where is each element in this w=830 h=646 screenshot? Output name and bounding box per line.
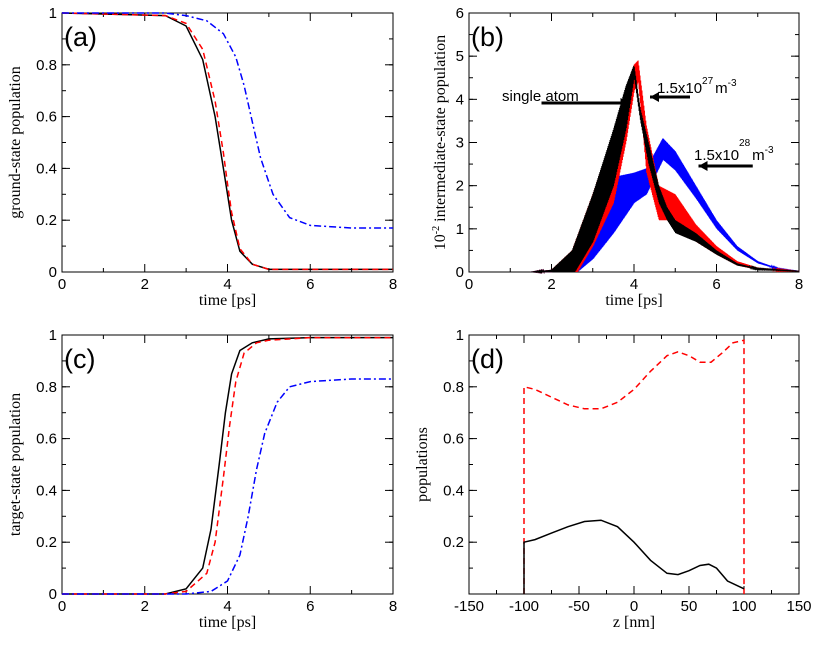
ann-27-unit-exp: -3 bbox=[728, 78, 737, 89]
annotation-density-27: 1.5x1027 m-3 bbox=[657, 76, 737, 97]
x-tick-label: -50 bbox=[568, 598, 590, 615]
y-tick-label: 0 bbox=[49, 264, 57, 281]
panel-a: 0 2 4 6 8 0 0.2 0.4 0.6 0.8 1 time [ps] ground-state… bbox=[7, 5, 397, 309]
arrow-head bbox=[620, 98, 630, 108]
x-axis-label: time [ps] bbox=[199, 614, 256, 631]
x-tick-label: 4 bbox=[223, 598, 231, 615]
x-tick-label: 4 bbox=[630, 276, 638, 293]
ann-28-base: 1.5x10 bbox=[694, 147, 739, 164]
series-line bbox=[523, 339, 745, 594]
y-tick-label: 0.8 bbox=[443, 379, 464, 396]
arrow-head bbox=[698, 161, 708, 171]
series-line bbox=[62, 378, 393, 595]
panel-b: 0 2 4 6 8 0 1 2 3 4 5 6 time [ps] 10-2 intermediate-s… bbox=[431, 5, 803, 309]
y-tick-label: 1 bbox=[49, 5, 57, 22]
y-tick-label: 0.2 bbox=[443, 534, 464, 551]
x-axis-label: z [nm] bbox=[613, 614, 655, 631]
x-axis-label: time [ps] bbox=[605, 292, 662, 309]
ann-27-unit: m bbox=[715, 80, 728, 97]
y-tick-label: 0.2 bbox=[36, 212, 57, 229]
series-line bbox=[61, 12, 393, 271]
panel-label: (d) bbox=[471, 344, 504, 374]
series-line bbox=[62, 12, 393, 229]
y-label-base: 10 bbox=[432, 234, 449, 250]
arrow-head bbox=[650, 92, 659, 102]
y-tick-label: 3 bbox=[456, 135, 464, 152]
x-tick-label: 8 bbox=[795, 276, 803, 293]
y-tick-label: 0.6 bbox=[36, 431, 57, 448]
y-axis-label: populations bbox=[414, 427, 431, 502]
y-tick-label: 0.4 bbox=[36, 482, 57, 499]
annotation-single-atom: single atom bbox=[502, 88, 579, 105]
x-tick-label: 0 bbox=[58, 598, 66, 615]
x-tick-label: 100 bbox=[731, 598, 756, 615]
y-tick-label: 0.6 bbox=[36, 109, 57, 126]
x-tick-label: 0 bbox=[630, 598, 638, 615]
x-tick-label: 0 bbox=[465, 276, 473, 293]
x-tick-label: 2 bbox=[141, 598, 149, 615]
ann-27-exp: 27 bbox=[702, 76, 714, 87]
y-axis-label: ground-state population bbox=[7, 66, 24, 218]
x-tick-label: 4 bbox=[223, 276, 231, 293]
y-axis-label: target-state population bbox=[7, 393, 24, 536]
series-line bbox=[62, 336, 393, 595]
series-line bbox=[61, 12, 393, 271]
x-tick-label: 6 bbox=[306, 276, 314, 293]
y-tick-label: 0.4 bbox=[36, 160, 57, 177]
y-tick-label: 0.4 bbox=[443, 482, 464, 499]
y-tick-label: 0 bbox=[456, 264, 464, 281]
y-label-exp: -2 bbox=[431, 226, 442, 234]
y-tick-label: 1 bbox=[49, 327, 57, 344]
panel-label: (a) bbox=[64, 22, 97, 52]
x-tick-label: 8 bbox=[389, 598, 397, 615]
x-tick-label: 50 bbox=[681, 598, 698, 615]
series-band bbox=[530, 65, 800, 274]
panel-c: 0 2 4 6 8 0 0.2 0.4 0.6 0.8 1 time [ps] target-state… bbox=[7, 327, 397, 631]
annotation-density-28: 1.5x1028m-3 bbox=[694, 138, 774, 164]
ann-28-unit: m bbox=[752, 147, 765, 164]
series-line bbox=[62, 336, 393, 595]
y-tick-label: 6 bbox=[456, 5, 464, 22]
panel-label: (b) bbox=[471, 22, 504, 52]
x-tick-label: 0 bbox=[58, 276, 66, 293]
x-tick-label: -100 bbox=[509, 598, 539, 615]
x-axis-label: time [ps] bbox=[199, 292, 256, 309]
y-label-rest: intermediate-state population bbox=[432, 35, 449, 226]
ann-28-unit-exp: -3 bbox=[765, 145, 774, 156]
y-tick-label: 5 bbox=[456, 48, 464, 65]
y-tick-label: 1 bbox=[456, 327, 464, 344]
y-tick-label: 0.2 bbox=[36, 534, 57, 551]
x-tick-label: 6 bbox=[712, 276, 720, 293]
y-tick-label: 0.8 bbox=[36, 379, 57, 396]
x-tick-label: 2 bbox=[547, 276, 555, 293]
x-tick-label: -150 bbox=[454, 598, 484, 615]
series-line bbox=[523, 519, 745, 594]
x-tick-label: 6 bbox=[306, 598, 314, 615]
plot-frame bbox=[61, 334, 394, 595]
x-tick-label: 150 bbox=[786, 598, 811, 615]
y-tick-label: 0 bbox=[49, 586, 57, 603]
ann-28-exp: 28 bbox=[739, 138, 751, 149]
panel-label: (c) bbox=[64, 344, 95, 374]
y-tick-label: 2 bbox=[456, 178, 464, 195]
y-tick-label: 1 bbox=[456, 221, 464, 238]
y-tick-label: 4 bbox=[456, 91, 464, 108]
x-tick-label: 2 bbox=[141, 276, 149, 293]
panel-d: -150 -100 -50 0 50 100 150 0.2 0.4 0.6 0.8 1 z [nm] p… bbox=[414, 327, 812, 631]
ann-27-base: 1.5x10 bbox=[657, 80, 702, 97]
y-axis-label: 10-2 intermediate-state population bbox=[431, 35, 449, 250]
y-tick-label: 0.8 bbox=[36, 57, 57, 74]
x-tick-label: 8 bbox=[389, 276, 397, 293]
plot-frame bbox=[468, 334, 800, 595]
plot-frame bbox=[61, 12, 394, 273]
y-tick-label: 0.6 bbox=[443, 431, 464, 448]
